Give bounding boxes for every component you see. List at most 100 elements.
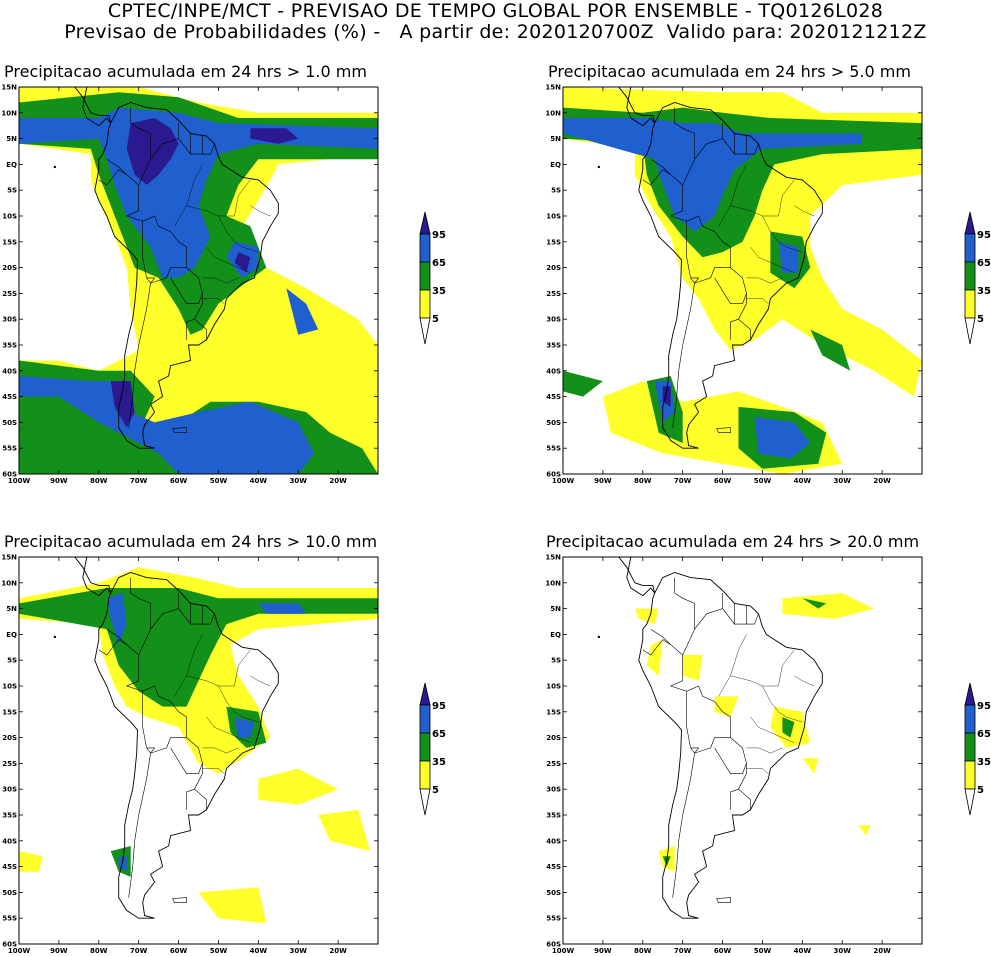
probability-area <box>258 603 307 614</box>
state-border <box>186 205 235 217</box>
longitude-label: 30W <box>833 477 851 485</box>
longitude-label: 100W <box>8 477 31 485</box>
country-border <box>686 215 731 284</box>
longitude-label: 80W <box>634 947 652 955</box>
latitude-label: 60S <box>546 941 561 949</box>
colorbar-label: 5 <box>432 314 439 325</box>
country-border <box>150 593 179 630</box>
country-border <box>106 158 151 428</box>
colorbar-label: 65 <box>432 729 446 740</box>
latitude-label: 25S <box>2 760 17 768</box>
country-border <box>642 169 671 186</box>
country-border <box>146 277 156 284</box>
country-border <box>146 747 156 754</box>
probability-area <box>19 107 378 278</box>
coastline <box>74 557 112 597</box>
country-border <box>194 318 207 340</box>
probability-area <box>126 118 179 185</box>
latitude-label: EQ <box>6 631 17 639</box>
latitude-label: 35S <box>546 812 561 820</box>
country-border <box>98 169 127 186</box>
latitude-label: 35S <box>546 342 561 350</box>
panel-3-title: Precipitacao acumulada em 24 hrs > 10.0 … <box>4 532 378 551</box>
probability-area <box>714 696 739 717</box>
main-title-line-2: Previsao de Probabilidades (%) - A parti… <box>64 21 927 43</box>
longitude-label: 90W <box>594 947 612 955</box>
country-border <box>98 639 127 656</box>
country-border <box>202 613 215 625</box>
latitude-label: 5N <box>6 135 17 143</box>
country-border <box>194 788 207 810</box>
colorbar-label: 95 <box>977 230 991 241</box>
probability-area <box>106 593 127 645</box>
state-border <box>202 768 225 774</box>
latitude-label: 15S <box>546 238 561 246</box>
probability-area <box>118 856 127 872</box>
latitude-label: 5N <box>6 605 17 613</box>
latitude-label: 5N <box>550 135 561 143</box>
longitude-label: 90W <box>50 947 68 955</box>
latitude-label: 50S <box>2 419 17 427</box>
country-border <box>170 267 203 305</box>
latitude-label: 25S <box>546 760 561 768</box>
state-border <box>186 675 235 687</box>
longitude-label: 100W <box>8 947 31 955</box>
country-border <box>106 628 151 898</box>
latitude-label: 25S <box>2 290 17 298</box>
latitude-label: 5S <box>551 187 561 195</box>
latitude-label: 55S <box>546 445 561 453</box>
probability-area <box>810 329 851 371</box>
country-border <box>142 215 187 284</box>
colorbar-label: 5 <box>977 785 984 796</box>
probability-area <box>110 381 135 428</box>
longitude-label: 80W <box>634 477 652 485</box>
longitude-label: 30W <box>833 947 851 955</box>
state-border <box>746 747 783 754</box>
country-border <box>694 123 723 160</box>
latitude-label: 40S <box>2 837 17 845</box>
country-border <box>738 788 751 810</box>
country-border <box>642 639 671 656</box>
state-border <box>202 747 239 754</box>
map-frame <box>562 556 923 945</box>
probability-area <box>682 655 703 681</box>
longitude-label: 40W <box>794 477 812 485</box>
latitude-label: 10N <box>1 579 17 587</box>
colorbar-1: 95 65 35 5 <box>419 211 446 345</box>
longitude-label: 20W <box>329 477 347 485</box>
islands <box>716 897 731 904</box>
colorbar-label: 65 <box>432 258 446 269</box>
colorbar-4: 95 65 35 5 <box>964 682 991 816</box>
islands <box>53 165 57 169</box>
country-border <box>170 737 203 775</box>
coastline <box>638 102 823 449</box>
longitude-label: 80W <box>90 477 108 485</box>
longitude-label: 80W <box>90 947 108 955</box>
probability-area <box>19 851 43 872</box>
latitude-label: 45S <box>546 393 561 401</box>
state-border <box>718 634 747 697</box>
state-border <box>794 675 815 687</box>
longitude-label: 70W <box>130 477 148 485</box>
country-border <box>674 107 695 186</box>
latitude-label: 5S <box>551 657 561 665</box>
latitude-label: 60S <box>2 941 17 949</box>
probability-area <box>563 118 863 232</box>
probability-area <box>286 288 319 335</box>
longitude-label: 50W <box>210 477 228 485</box>
latitude-label: 5N <box>550 605 561 613</box>
latitude-label: 5S <box>7 657 17 665</box>
latitude-label: 45S <box>546 863 561 871</box>
country-border <box>130 107 151 186</box>
longitude-label: 60W <box>714 947 732 955</box>
latitude-label: EQ <box>6 161 17 169</box>
colorbar-label: 35 <box>432 286 446 297</box>
state-border <box>750 716 795 743</box>
longitude-label: 40W <box>250 947 268 955</box>
state-border <box>746 298 769 304</box>
latitude-label: 40S <box>546 837 561 845</box>
colorbar-label: 5 <box>432 785 439 796</box>
latitude-label: 50S <box>546 419 561 427</box>
islands <box>172 897 187 904</box>
state-border <box>718 164 747 227</box>
